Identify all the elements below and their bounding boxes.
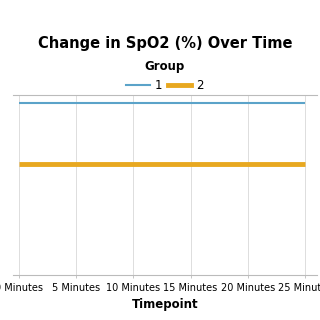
Legend: 1, 2: 1, 2 (121, 55, 208, 97)
Text: Change in SpO2 (%) Over Time: Change in SpO2 (%) Over Time (37, 36, 292, 51)
X-axis label: Timepoint: Timepoint (132, 298, 198, 311)
